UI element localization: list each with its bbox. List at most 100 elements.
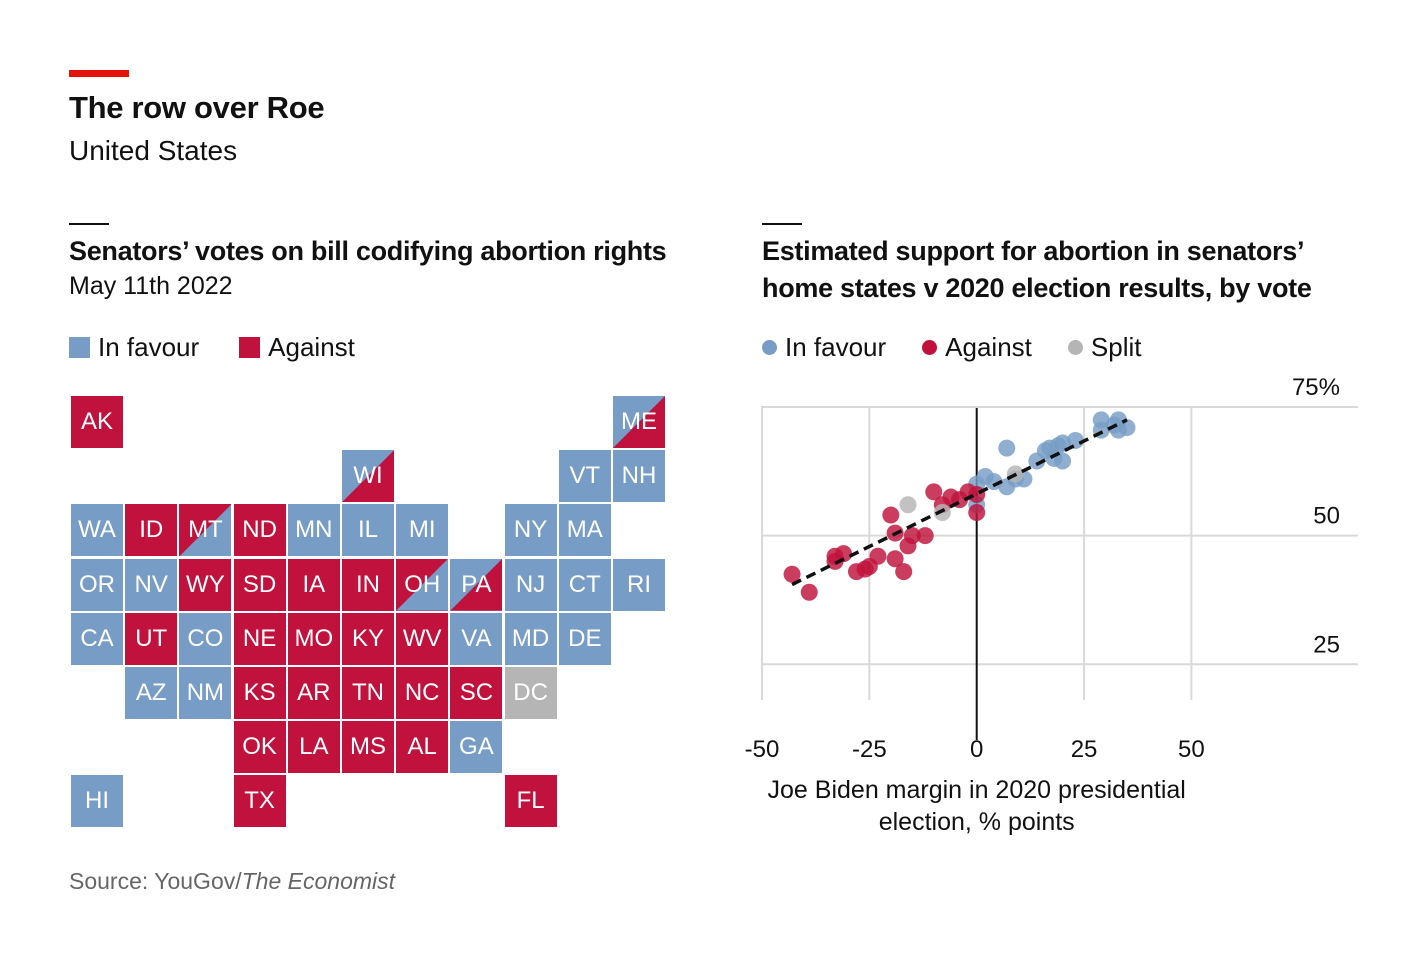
- state-tile-ut: UT: [125, 612, 178, 665]
- state-label: CO: [187, 624, 224, 652]
- state-tile-ia: IA: [287, 558, 340, 611]
- state-tile-vt: VT: [558, 450, 611, 503]
- state-tile-tn: TN: [342, 667, 394, 719]
- state-label: ND: [242, 516, 277, 544]
- source-prefix: Source: YouGov/: [69, 868, 242, 894]
- state-label: AL: [407, 733, 437, 761]
- legend-label-favour: In favour: [98, 331, 200, 362]
- state-tile-wa: WA: [71, 504, 123, 557]
- state-tile-nh: NH: [613, 450, 665, 503]
- page-subtitle: United States: [69, 135, 238, 166]
- state-tile-wy: WY: [179, 558, 232, 611]
- state-label: WY: [186, 570, 225, 598]
- state-label: MO: [294, 624, 334, 652]
- state-label: IN: [356, 570, 380, 598]
- scatter-point-in-favour: [985, 473, 1003, 491]
- y-tick-label: 50: [1313, 503, 1340, 530]
- state-tile-ma: MA: [558, 504, 611, 557]
- scatter-point-in-favour: [1054, 452, 1072, 470]
- state-label: NJ: [515, 570, 546, 598]
- state-label: PA: [461, 570, 492, 598]
- scatter-point-against: [886, 550, 904, 568]
- state-tile-wv: WV: [396, 612, 449, 665]
- scatter-chart: 25 50 75% -50 -25 0 25 50 Joe Biden margin in 20…: [745, 374, 1358, 836]
- state-tile-ar: AR: [287, 667, 340, 719]
- x-tick-label: -50: [745, 736, 780, 763]
- trend-line: [791, 418, 1128, 587]
- favour-dot: [762, 339, 777, 355]
- state-label: ME: [621, 408, 657, 435]
- state-tile-hi: HI: [71, 775, 123, 828]
- scatter-point-against: [835, 545, 853, 563]
- state-label: NM: [186, 679, 225, 706]
- x-axis-title-line2: election, % points: [879, 808, 1075, 836]
- scatter-point-against: [800, 583, 818, 601]
- scatter-point-against: [916, 527, 934, 545]
- scatter-point-in-favour: [1118, 419, 1136, 437]
- state-label: MT: [188, 516, 223, 544]
- scatter-point-in-favour: [1066, 431, 1084, 449]
- x-tick-label: 0: [970, 736, 983, 763]
- source-note: Source: YouGov/The Economist: [69, 868, 395, 895]
- state-tile-va: VA: [450, 612, 503, 665]
- state-label: WA: [78, 516, 116, 544]
- state-tile-ms: MS: [342, 721, 394, 774]
- scatter-point-against: [882, 506, 900, 524]
- state-tile-ga: GA: [450, 721, 503, 774]
- legend-label-against: Against: [268, 331, 355, 362]
- state-tile-ne: NE: [233, 612, 286, 665]
- legend-item-against: Against: [239, 332, 355, 363]
- state-tile-nm: NM: [179, 667, 232, 719]
- state-tile-pa: PA: [450, 558, 503, 611]
- legend-label-against-dot: Against: [945, 331, 1032, 362]
- state-label: GA: [459, 733, 494, 761]
- scatter-point-against: [895, 563, 913, 581]
- state-label: DE: [568, 624, 602, 652]
- state-label: NY: [513, 516, 548, 544]
- state-tile-ca: CA: [71, 612, 123, 665]
- scatter-point-against: [783, 565, 801, 583]
- state-label: NV: [134, 570, 168, 598]
- state-label: KY: [351, 624, 384, 652]
- state-label: KS: [243, 679, 276, 706]
- state-tile-or: OR: [71, 558, 123, 611]
- state-label: AK: [80, 408, 113, 435]
- state-tile-md: MD: [504, 612, 557, 665]
- state-label: MD: [511, 624, 550, 652]
- y-tick-label: 25: [1313, 631, 1340, 658]
- split-dot: [1067, 339, 1083, 355]
- state-label: CT: [568, 570, 601, 598]
- x-tick-label: -25: [852, 736, 887, 763]
- state-tile-oh: OH: [396, 558, 449, 611]
- legend-item-against-dot: Against: [922, 332, 1032, 363]
- state-tile-ky: KY: [342, 612, 394, 665]
- scatter-point-in-favour: [998, 439, 1016, 457]
- left-panel-title: Senators’ votes on bill codifying aborti…: [69, 236, 667, 266]
- scatter-point-against: [925, 483, 943, 501]
- state-tile-nv: NV: [125, 558, 178, 611]
- state-tile-co: CO: [179, 612, 232, 665]
- state-label: VA: [461, 624, 492, 652]
- state-label: OK: [242, 733, 277, 761]
- scatter-point-split: [899, 496, 917, 514]
- right-panel-title: Estimated support for abortion in senato…: [762, 233, 1312, 307]
- state-label: NC: [404, 679, 440, 706]
- state-tile-ak: AK: [71, 396, 123, 448]
- state-label: TN: [352, 679, 384, 706]
- state-label: VT: [569, 462, 601, 490]
- scatter-point-in-favour: [1054, 434, 1072, 452]
- state-label: MN: [295, 516, 333, 544]
- state-label: IL: [357, 516, 378, 544]
- state-tile-sc: SC: [450, 667, 503, 719]
- y-tick-label: 75%: [1292, 374, 1340, 401]
- legend-label-favour-dot: In favour: [785, 331, 887, 362]
- state-tile-mo: MO: [287, 612, 340, 665]
- state-tile-mt: MT: [179, 504, 232, 557]
- state-label: MS: [350, 733, 386, 761]
- state-tile-al: AL: [396, 721, 449, 774]
- state-tile-ny: NY: [504, 504, 557, 557]
- right-panel-title-line1: Estimated support for abortion in senato…: [762, 236, 1305, 266]
- scatter-point-against: [869, 547, 887, 565]
- state-label: MI: [408, 516, 436, 544]
- state-label: LA: [299, 733, 329, 761]
